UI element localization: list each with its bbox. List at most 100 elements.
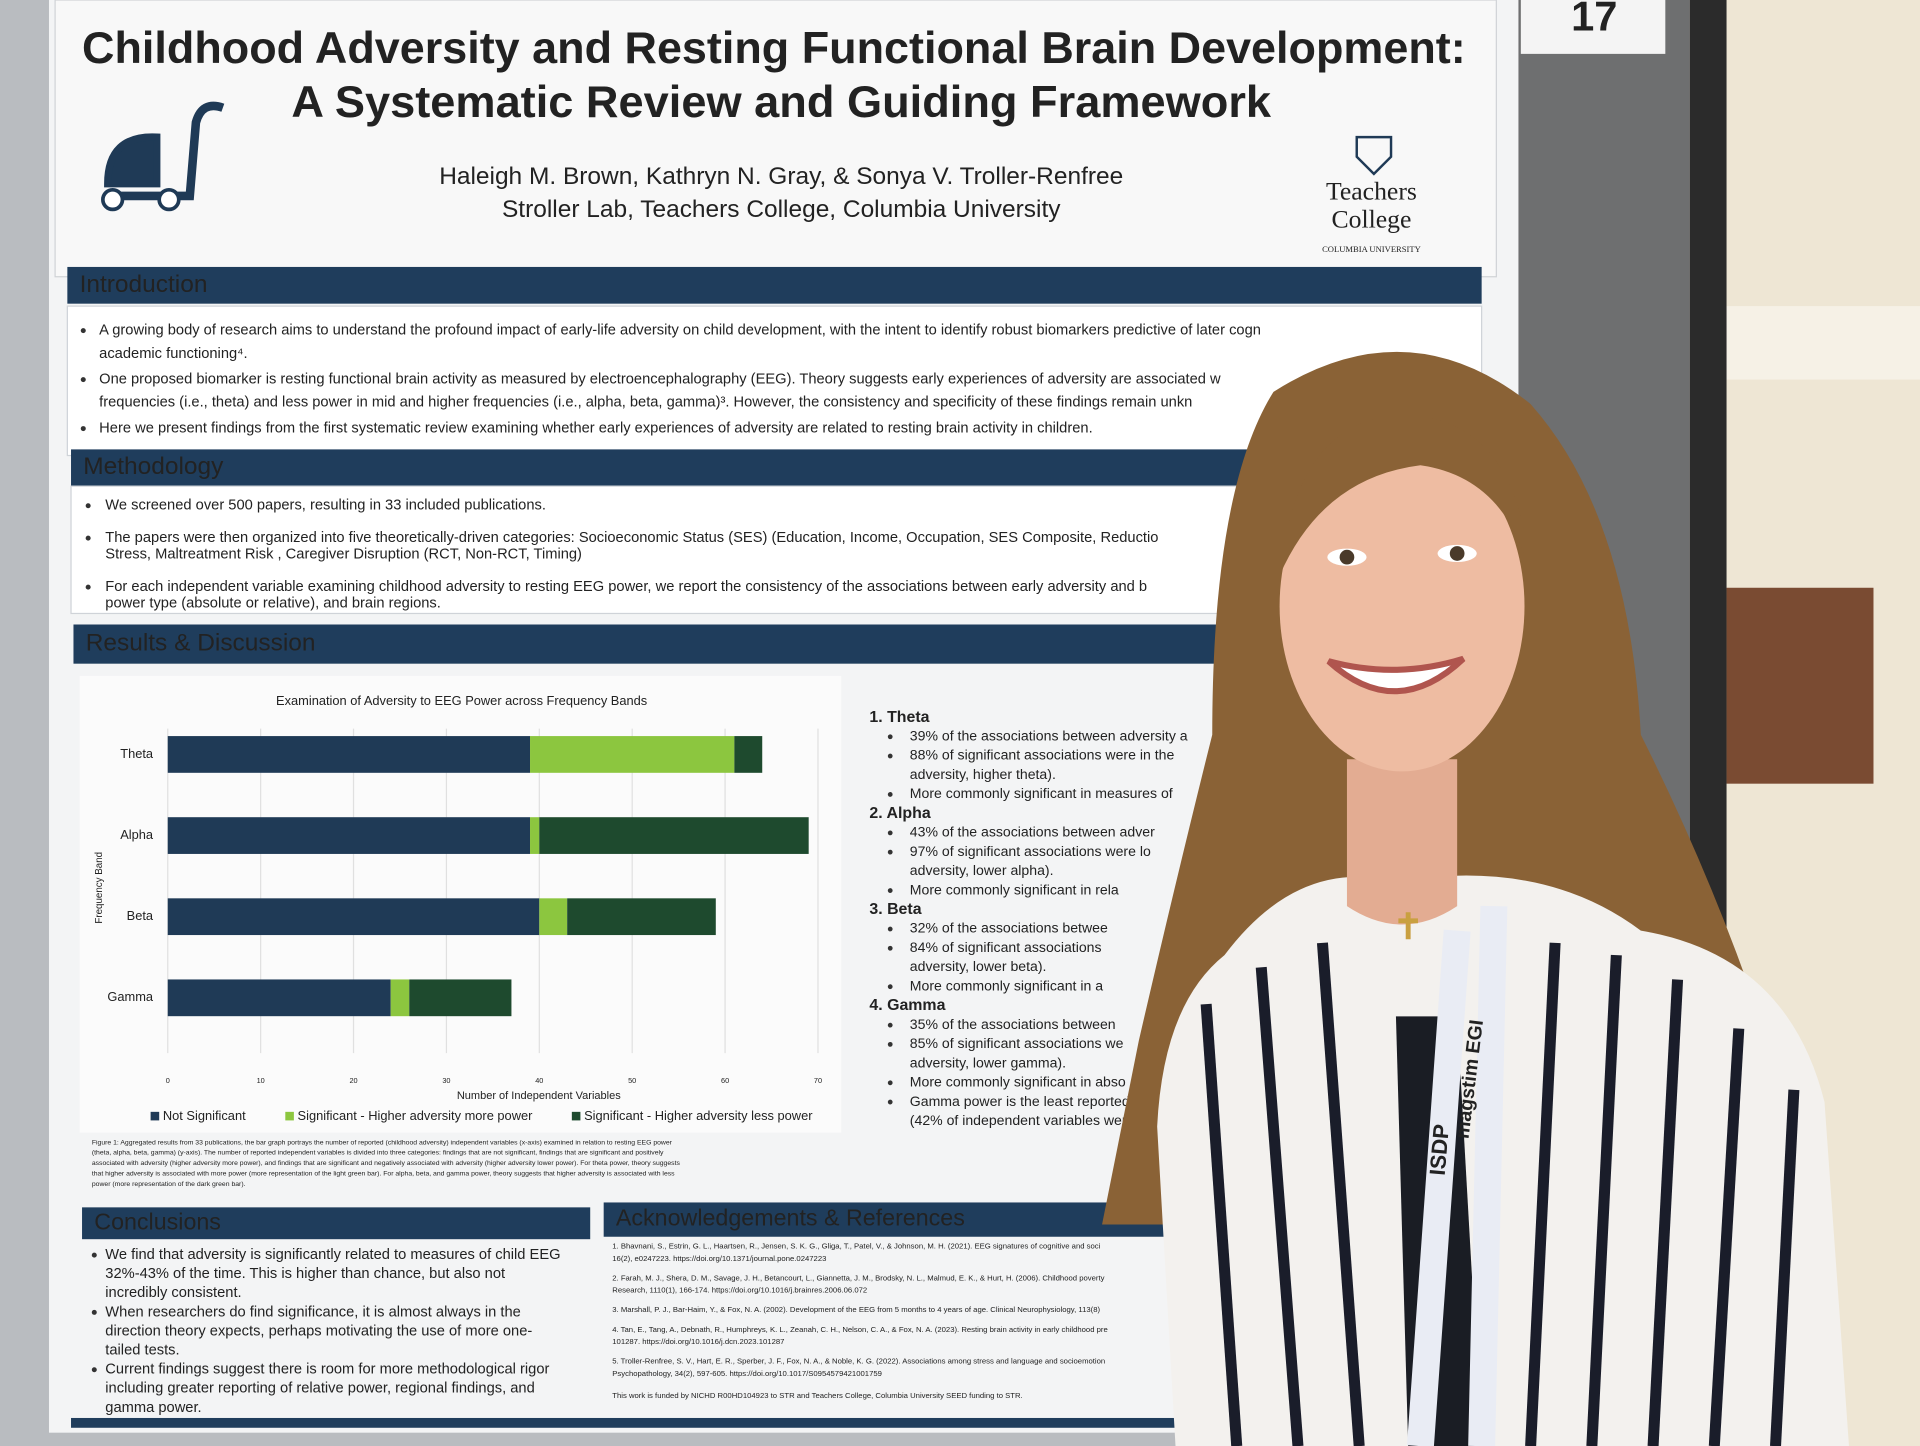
bar-segment	[567, 898, 716, 936]
legend-swatch	[571, 1111, 581, 1121]
bullet-dot	[887, 926, 893, 932]
section-heading: Acknowledgements & References	[616, 1205, 965, 1231]
reference: 3. Marshall, P. J., Bar-Haim, Y., & Fox,…	[612, 1305, 1100, 1314]
bullet-dot	[887, 1080, 893, 1086]
lanyard	[1406, 905, 1508, 1446]
section-heading: Results & Discussion	[86, 630, 316, 657]
bullet-text: frequencies (i.e., theta) and less power…	[99, 395, 1192, 411]
figure-caption: power (more representation of the dark g…	[92, 1181, 246, 1188]
person: magstim EGI ISDP	[1102, 351, 1849, 1446]
y-tick-label: Gamma	[107, 989, 154, 1004]
chart-title: Examination of Adversity to EEG Power ac…	[276, 693, 647, 708]
section-heading: Methodology	[83, 453, 224, 480]
header-box	[54, 0, 1497, 278]
figure-caption: associated with adversity (higher advers…	[92, 1160, 681, 1167]
bullet-text: 88% of significant associations were in …	[910, 747, 1175, 763]
x-tick-label: 0	[166, 1076, 170, 1085]
bullet-text: More commonly significant in measures of	[910, 785, 1173, 801]
reference: 4. Tan, E., Tang, A., Debnath, R., Humph…	[612, 1325, 1108, 1334]
bullet-text: 85% of significant associations we	[910, 1035, 1124, 1051]
section-box	[66, 305, 1483, 457]
smile	[1326, 655, 1466, 695]
figure-caption: (theta, alpha, beta, gamma) (y-axis). Th…	[92, 1150, 664, 1157]
chart: Examination of Adversity to EEG Power ac…	[94, 693, 822, 1123]
bullet-text: Here we present findings from the first …	[99, 420, 1092, 436]
bar-segment	[167, 736, 531, 773]
bar-segment	[167, 979, 391, 1017]
bullet-text: 97% of significant associations were lo	[910, 843, 1151, 859]
bullet-text: More commonly significant in a	[910, 977, 1103, 993]
necklace	[1398, 912, 1418, 940]
logo-text: Teachers	[1326, 176, 1417, 205]
bullet-dot	[887, 734, 893, 740]
bullet-text: Stress, Maltreatment Risk , Caregiver Di…	[105, 547, 582, 563]
figure-caption: that higher adversity is associated with…	[92, 1170, 675, 1177]
bullet-text: More commonly significant in abso	[910, 1074, 1126, 1090]
bullet-text: adversity, lower gamma).	[910, 1054, 1066, 1070]
bullet-text: gamma power.	[105, 1400, 201, 1416]
neck	[1346, 759, 1458, 925]
ceiling-band	[1726, 306, 1920, 380]
legend-label: Significant - Higher adversity less powe…	[584, 1108, 813, 1123]
bar-segment	[539, 898, 568, 936]
reference: Research, 1110(1), 166-174. https://doi.…	[612, 1286, 867, 1295]
bullet-text: Gamma power is the least reported	[910, 1093, 1130, 1109]
bullet-text: 35% of the associations between	[910, 1016, 1116, 1032]
result-heading: 1. Theta	[869, 709, 929, 726]
bullet-dot	[887, 830, 893, 836]
bullet-dot	[887, 1022, 893, 1028]
legend-swatch	[285, 1111, 294, 1121]
iris	[1449, 546, 1465, 561]
bullet-text: tailed tests.	[105, 1342, 179, 1358]
section-heading: Conclusions	[94, 1208, 221, 1234]
bullet-text: We screened over 500 papers, resulting i…	[105, 498, 546, 514]
stroller-icon	[101, 101, 225, 212]
logo-subtext: COLUMBIA UNIVERSITY	[1322, 244, 1421, 254]
result-heading: 2. Alpha	[869, 805, 930, 822]
section-header-bar	[82, 1207, 591, 1240]
poster-number: 17	[1571, 0, 1617, 40]
bullet-text: adversity, lower alpha).	[910, 862, 1054, 878]
bullet-dot	[887, 849, 893, 855]
bullet-dot	[887, 888, 893, 893]
reference: 16(2), e0247223. https://doi.org/10.1371…	[612, 1254, 826, 1263]
bullet-text: 32%-43% of the time. This is higher than…	[105, 1266, 505, 1282]
footer-bar	[71, 1417, 1480, 1428]
x-tick-label: 60	[721, 1076, 729, 1085]
bullet-dot	[85, 503, 91, 509]
lanyard-text: ISDP	[1425, 1123, 1454, 1176]
bullet-dot	[91, 1367, 97, 1373]
bullet-dot	[91, 1309, 97, 1315]
logo-text: College	[1331, 205, 1411, 234]
bullet-text: We find that adversity is significantly …	[105, 1247, 560, 1263]
y-tick-label: Alpha	[120, 827, 154, 842]
bar-segment	[167, 898, 540, 936]
bullet-text: The papers were then organized into five…	[105, 530, 1158, 546]
bullet-text: power type (absolute or relative), and b…	[105, 596, 441, 612]
crest	[1355, 135, 1393, 176]
bar-segment	[539, 817, 809, 854]
bullet-text: One proposed biomarker is resting functi…	[99, 371, 1221, 387]
bullet-text: For each independent variable examining …	[105, 579, 1147, 595]
bar-segment	[167, 817, 531, 854]
reference: 2. Farah, M. J., Shera, D. M., Savage, J…	[612, 1273, 1104, 1282]
y-tick-label: Beta	[127, 908, 154, 923]
bullet-text: 32% of the associations betwee	[910, 920, 1108, 936]
figure-caption: Figure 1: Aggregated results from 33 pub…	[92, 1139, 673, 1146]
affiliation: Stroller Lab, Teachers College, Columbia…	[502, 196, 1061, 223]
bullet-dot	[887, 792, 893, 797]
y-tick-label: Theta	[120, 746, 154, 761]
bullet-text: including greater reporting of relative …	[105, 1381, 534, 1397]
bullet-text: 43% of the associations between adver	[910, 824, 1155, 840]
bullet-text: 84% of significant associations	[910, 939, 1102, 955]
bullet-text: incredibly consistent.	[105, 1285, 241, 1301]
iris	[1339, 549, 1355, 565]
bullet-text: When researchers do find significance, i…	[105, 1304, 521, 1320]
poster-title: Childhood Adversity and Resting Function…	[82, 24, 1466, 73]
bullet-dot	[80, 426, 86, 432]
bullet-text: direction theory expects, perhaps motiva…	[105, 1323, 532, 1339]
